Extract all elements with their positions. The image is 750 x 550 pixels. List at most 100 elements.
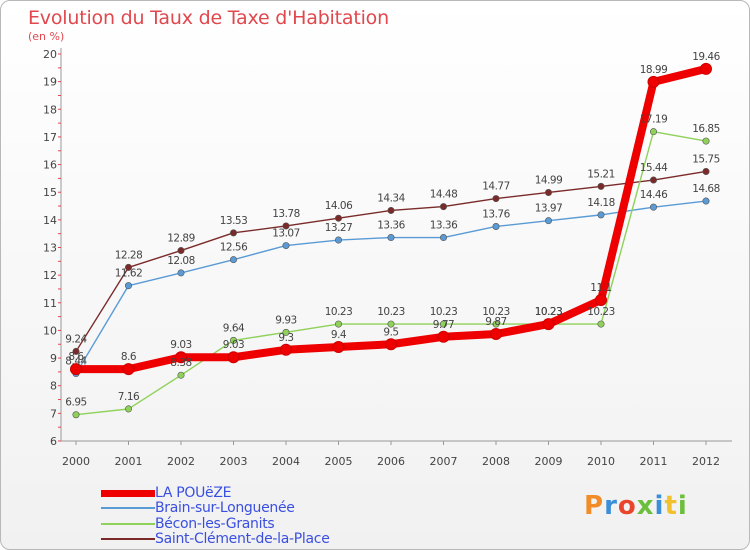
data-point: [387, 320, 395, 328]
data-label: 14.68: [692, 183, 720, 195]
data-point: [649, 203, 657, 211]
y-tick-label: 18: [43, 103, 57, 116]
data-label: 12.28: [115, 249, 143, 261]
data-point: [72, 347, 80, 355]
data-point: [437, 330, 450, 343]
y-tick-label: 10: [43, 324, 57, 337]
data-label: 10.23: [377, 306, 405, 318]
data-point: [122, 363, 135, 376]
data-point: [177, 371, 185, 379]
data-point: [282, 328, 290, 336]
data-point: [230, 336, 238, 344]
data-point: [334, 320, 342, 328]
data-label: 6.95: [65, 397, 86, 409]
x-tick-label: 2011: [640, 455, 668, 468]
data-label: 11.62: [115, 268, 143, 280]
data-label: 8.6: [121, 351, 137, 363]
data-point: [387, 234, 395, 242]
data-label: 12.08: [167, 255, 195, 267]
data-point: [125, 282, 133, 290]
data-label: 10.23: [535, 306, 563, 318]
data-label: 10.23: [587, 306, 615, 318]
y-tick-label: 8: [50, 380, 57, 393]
logo-letter: i: [654, 491, 665, 521]
data-label: 13.78: [272, 208, 300, 220]
x-tick-label: 2007: [430, 455, 458, 468]
data-point: [492, 222, 500, 230]
y-tick-label: 9: [50, 352, 57, 365]
x-tick-label: 2000: [62, 455, 90, 468]
data-label: 9.64: [223, 322, 245, 334]
axes: 6 7 8 9 10 11 12 13 14 15 16 17 18 19 20 2000 2001 2002 20…: [43, 48, 732, 468]
data-label: 13.97: [535, 203, 563, 215]
data-label: 9.03: [170, 339, 191, 351]
x-tick-label: 2012: [692, 455, 720, 468]
y-tick-label: 6: [50, 435, 57, 448]
legend-swatch: [101, 489, 155, 497]
data-point: [700, 62, 712, 75]
data-point: [595, 294, 607, 307]
x-tick-label: 2006: [377, 455, 405, 468]
legend-item-becon-les-granits: Bécon-les-Granits: [101, 516, 275, 532]
data-point: [177, 269, 185, 277]
data-point: [230, 229, 238, 237]
data-point: [175, 351, 187, 364]
data-labels: 8.6 8.69.03 9.039.3 9.4 9.59.77 9.8710.2311.1…: [65, 51, 721, 409]
legend-item-brain-sur-longuenee: Brain-sur-Longuenée: [101, 500, 295, 516]
data-label: 14.18: [587, 197, 615, 209]
data-label: 7.16: [118, 391, 140, 403]
data-label: 14.77: [482, 181, 510, 193]
legend-swatch: [101, 507, 155, 509]
data-point: [282, 242, 290, 250]
data-point: [702, 137, 710, 145]
legend-swatch: [101, 538, 155, 540]
x-tick-label: 2001: [115, 455, 143, 468]
data-point: [125, 263, 133, 271]
data-point: [125, 405, 133, 413]
x-tick-label: 2003: [220, 455, 248, 468]
data-point: [385, 338, 397, 351]
data-label: 12.56: [220, 242, 248, 254]
data-label: 14.46: [640, 189, 668, 201]
y-tick-label: 17: [43, 131, 57, 144]
data-point: [387, 206, 395, 214]
y-tick-label: 13: [43, 242, 57, 255]
data-point: [439, 320, 447, 328]
data-point: [542, 318, 555, 331]
y-tick-label: 20: [43, 48, 57, 61]
data-point: [280, 343, 292, 356]
data-label: 16.85: [692, 123, 720, 135]
data-label: 10.23: [430, 306, 458, 318]
data-label: 18.99: [640, 64, 668, 76]
logo-letter: P: [584, 491, 605, 521]
logo-letter: i: [677, 491, 688, 521]
data-point: [544, 217, 552, 225]
data-point: [597, 320, 605, 328]
data-point: [492, 195, 500, 203]
data-point: [702, 197, 710, 205]
data-label: 14.99: [535, 174, 563, 186]
data-point: [597, 182, 605, 190]
chart-subtitle: (en %): [28, 30, 65, 43]
data-label: 14.34: [377, 192, 405, 204]
data-point: [544, 188, 552, 196]
logo-letter: t: [664, 491, 678, 521]
x-tick-label: 2002: [167, 455, 195, 468]
data-point: [332, 341, 345, 354]
legend-label: Saint-Clément-de-la-Place: [155, 531, 330, 547]
data-point: [227, 351, 240, 364]
y-tick-label: 15: [43, 186, 57, 199]
data-label: 13.36: [377, 220, 405, 232]
legend-swatch: [101, 523, 155, 525]
data-point: [649, 176, 657, 184]
y-tick-label: 14: [43, 214, 57, 227]
data-label: 9.24: [65, 333, 87, 345]
data-point: [439, 234, 447, 242]
data-label: 12.89: [167, 233, 195, 245]
data-label: 13.27: [325, 222, 353, 234]
legend-item-saint-clement-de-la-place: Saint-Clément-de-la-Place: [101, 531, 330, 547]
data-label: 15.75: [692, 153, 720, 165]
data-label: 17.19: [640, 114, 668, 126]
y-tick-label: 12: [43, 269, 57, 282]
